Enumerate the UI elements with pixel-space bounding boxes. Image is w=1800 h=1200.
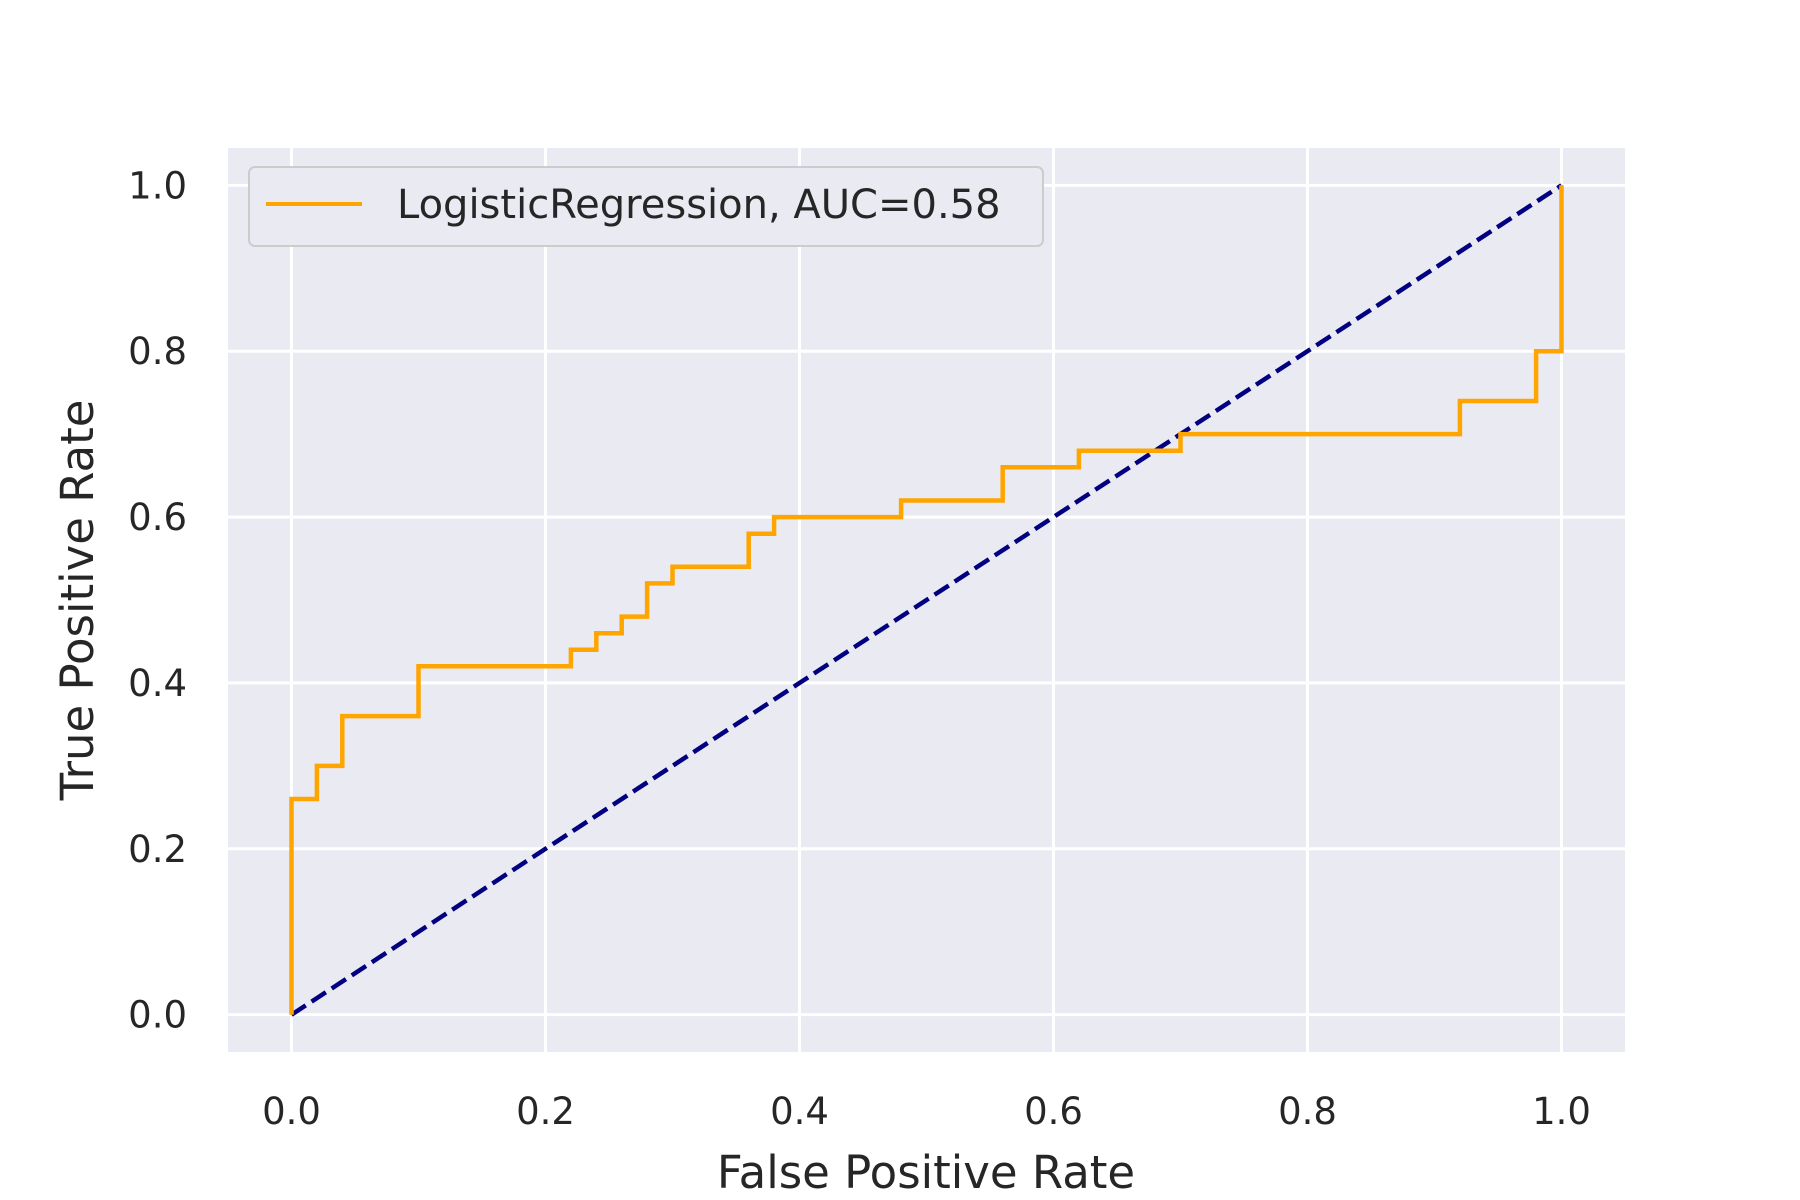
y-tick-label: 0.2 xyxy=(128,828,187,871)
x-tick-label: 0.0 xyxy=(262,1090,321,1133)
x-tick-label: 0.2 xyxy=(516,1090,575,1133)
grid xyxy=(228,148,1625,1052)
legend-label: LogisticRegression, AUC=0.58 xyxy=(397,182,1001,228)
x-tick-label: 0.8 xyxy=(1278,1090,1337,1133)
y-tick-label: 0.4 xyxy=(128,662,187,705)
chance-diagonal-line xyxy=(290,183,1563,1017)
legend: LogisticRegression, AUC=0.58 xyxy=(248,166,1044,247)
y-tick-label: 0.8 xyxy=(128,330,187,373)
series-layer xyxy=(289,183,1564,1017)
x-axis-title: False Positive Rate xyxy=(717,1146,1135,1199)
roc-curve-line xyxy=(289,185,1564,1015)
x-tick-label: 1.0 xyxy=(1532,1090,1591,1133)
y-tick-label: 1.0 xyxy=(128,164,187,207)
y-axis-ticks: 0.0 0.2 0.4 0.6 0.8 1.0 xyxy=(128,164,187,1036)
legend-box xyxy=(248,166,1044,247)
x-tick-label: 0.6 xyxy=(1024,1090,1083,1133)
x-axis-ticks: 0.0 0.2 0.4 0.6 0.8 1.0 xyxy=(262,1090,1591,1133)
y-axis-title: True Positive Rate xyxy=(51,400,104,802)
x-tick-label: 0.4 xyxy=(770,1090,829,1133)
y-tick-label: 0.0 xyxy=(128,994,187,1037)
y-tick-label: 0.6 xyxy=(128,496,187,539)
